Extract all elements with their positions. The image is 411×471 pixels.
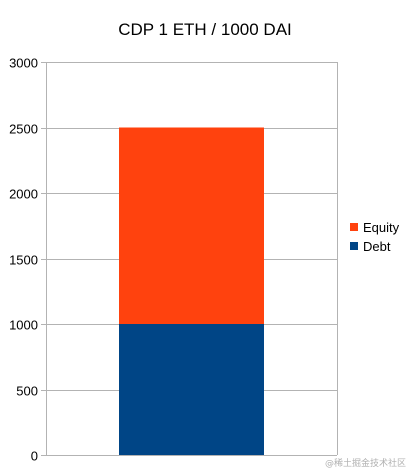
legend-label-equity: Equity — [363, 220, 400, 235]
legend-swatch-equity — [350, 223, 358, 231]
y-tick-label: 500 — [16, 384, 38, 399]
y-tick-label: 0 — [31, 449, 38, 464]
bars — [119, 127, 264, 455]
y-axis: 0 500 1000 1500 2000 2500 3000 — [9, 56, 46, 464]
chart-title: CDP 1 ETH / 1000 DAI — [118, 20, 292, 39]
watermark-text: @稀土掘金技术社区 — [325, 457, 406, 469]
y-tick-label: 1500 — [9, 253, 38, 268]
legend: Equity Debt — [350, 220, 400, 254]
y-tick-label: 3000 — [9, 56, 38, 71]
y-tick-label: 2500 — [9, 122, 38, 137]
y-tick-label: 1000 — [9, 318, 38, 333]
bar-segment-equity — [119, 127, 264, 324]
legend-swatch-debt — [350, 242, 358, 250]
legend-label-debt: Debt — [363, 239, 391, 254]
bar-segment-debt — [119, 324, 264, 455]
y-tick-label: 2000 — [9, 187, 38, 202]
